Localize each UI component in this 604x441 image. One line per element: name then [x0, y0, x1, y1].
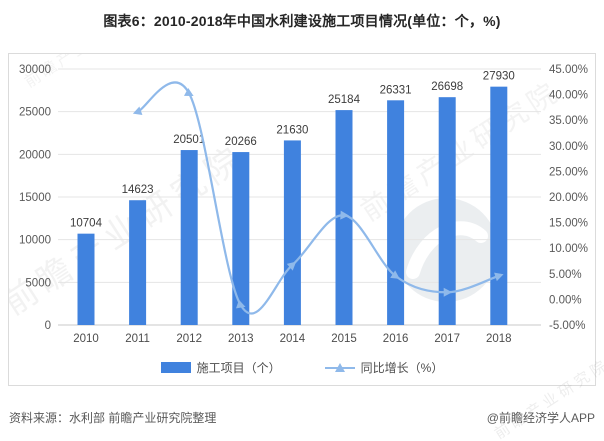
bar-series-swatch: [160, 362, 191, 373]
growth-marker-icon: [236, 299, 246, 309]
x-axis-label: 2010: [73, 333, 99, 345]
legend-bar-label: 施工项目（个）: [196, 361, 281, 375]
left-axis-tick-label: 30000: [19, 64, 51, 76]
bar-2017: [438, 97, 456, 325]
x-axis-label: 2017: [434, 333, 460, 345]
bar-2013: [232, 152, 250, 325]
bar-value-label: 27930: [483, 71, 515, 83]
left-axis-tick-label: 5000: [25, 277, 51, 289]
bar-2011: [129, 200, 147, 325]
bar-value-label: 26331: [380, 84, 412, 96]
x-axis-label: 2013: [228, 333, 254, 345]
left-axis-tick-label: 20000: [19, 149, 51, 161]
bar-value-label: 14623: [122, 184, 154, 196]
legend-line-label: 同比增长（%）: [360, 361, 444, 375]
right-axis-tick-label: 5.00%: [549, 269, 582, 281]
growth-marker-icon: [494, 272, 504, 282]
bar-2016: [387, 100, 405, 325]
growth-marker-icon: [183, 87, 194, 96]
x-axis-label: 2016: [383, 333, 409, 345]
bar-value-label: 20266: [225, 136, 257, 148]
source-text: 资料来源：水利部 前瞻产业研究院整理: [9, 411, 217, 425]
legend: 施工项目（个） 同比增长（%）: [9, 359, 595, 376]
chart-canvas: 前瞻产业研究院前瞻产业研究院前瞻产业研究院0500010000150002000…: [9, 54, 588, 345]
right-axis-tick-label: 40.00%: [549, 90, 588, 102]
triangle-marker-icon: [334, 362, 345, 372]
right-axis-tick-label: 15.00%: [549, 218, 588, 230]
x-axis-label: 2015: [331, 333, 357, 345]
bar-value-label: 10704: [70, 218, 103, 230]
growth-marker-icon: [286, 261, 297, 271]
right-axis-tick-label: 0.00%: [549, 294, 582, 306]
legend-item-line-series: 同比增长（%）: [324, 359, 444, 376]
bar-2012: [180, 150, 198, 325]
line-series-swatch: [324, 362, 355, 374]
right-axis-tick-label: 35.00%: [549, 115, 588, 127]
left-axis-tick-label: 10000: [19, 235, 51, 247]
legend-item-bar-series: 施工项目（个）: [160, 359, 281, 376]
right-axis-tick-label: -5.00%: [549, 320, 585, 332]
right-axis-tick-label: 20.00%: [549, 192, 588, 204]
right-axis-tick-label: 10.00%: [549, 243, 588, 255]
x-axis-label: 2011: [125, 333, 150, 345]
footer: 资料来源：水利部 前瞻产业研究院整理 @前瞻经济学人APP: [9, 409, 595, 426]
bar-2014: [283, 140, 301, 325]
growth-marker-icon: [443, 287, 453, 297]
left-axis-tick-label: 15000: [19, 192, 51, 204]
x-axis-label: 2014: [280, 333, 306, 345]
left-axis-tick-label: 0: [45, 320, 51, 332]
bar-value-label: 25184: [328, 94, 361, 106]
credit-text: @前瞻经济学人APP: [486, 411, 595, 425]
left-axis-tick-label: 25000: [19, 107, 51, 119]
right-axis-tick-label: 30.00%: [549, 141, 588, 153]
right-axis-tick-label: 25.00%: [549, 166, 588, 178]
bar-value-label: 21630: [276, 124, 308, 136]
chart-title: 图表6：2010-2018年中国水利建设施工项目情况(单位：个，%): [103, 13, 501, 29]
growth-marker-icon: [390, 270, 400, 279]
x-axis-label: 2018: [486, 333, 512, 345]
bar-2010: [77, 233, 95, 325]
x-axis-label: 2012: [176, 333, 202, 345]
bar-2018: [490, 86, 508, 325]
bar-value-label: 20501: [173, 134, 205, 146]
bar-value-label: 26698: [431, 81, 463, 93]
chart-frame: 前瞻产业研究院前瞻产业研究院前瞻产业研究院0500010000150002000…: [8, 53, 596, 386]
right-axis-tick-label: 45.00%: [549, 64, 588, 76]
growth-marker-icon: [340, 210, 349, 220]
growth-marker-icon: [132, 106, 143, 116]
